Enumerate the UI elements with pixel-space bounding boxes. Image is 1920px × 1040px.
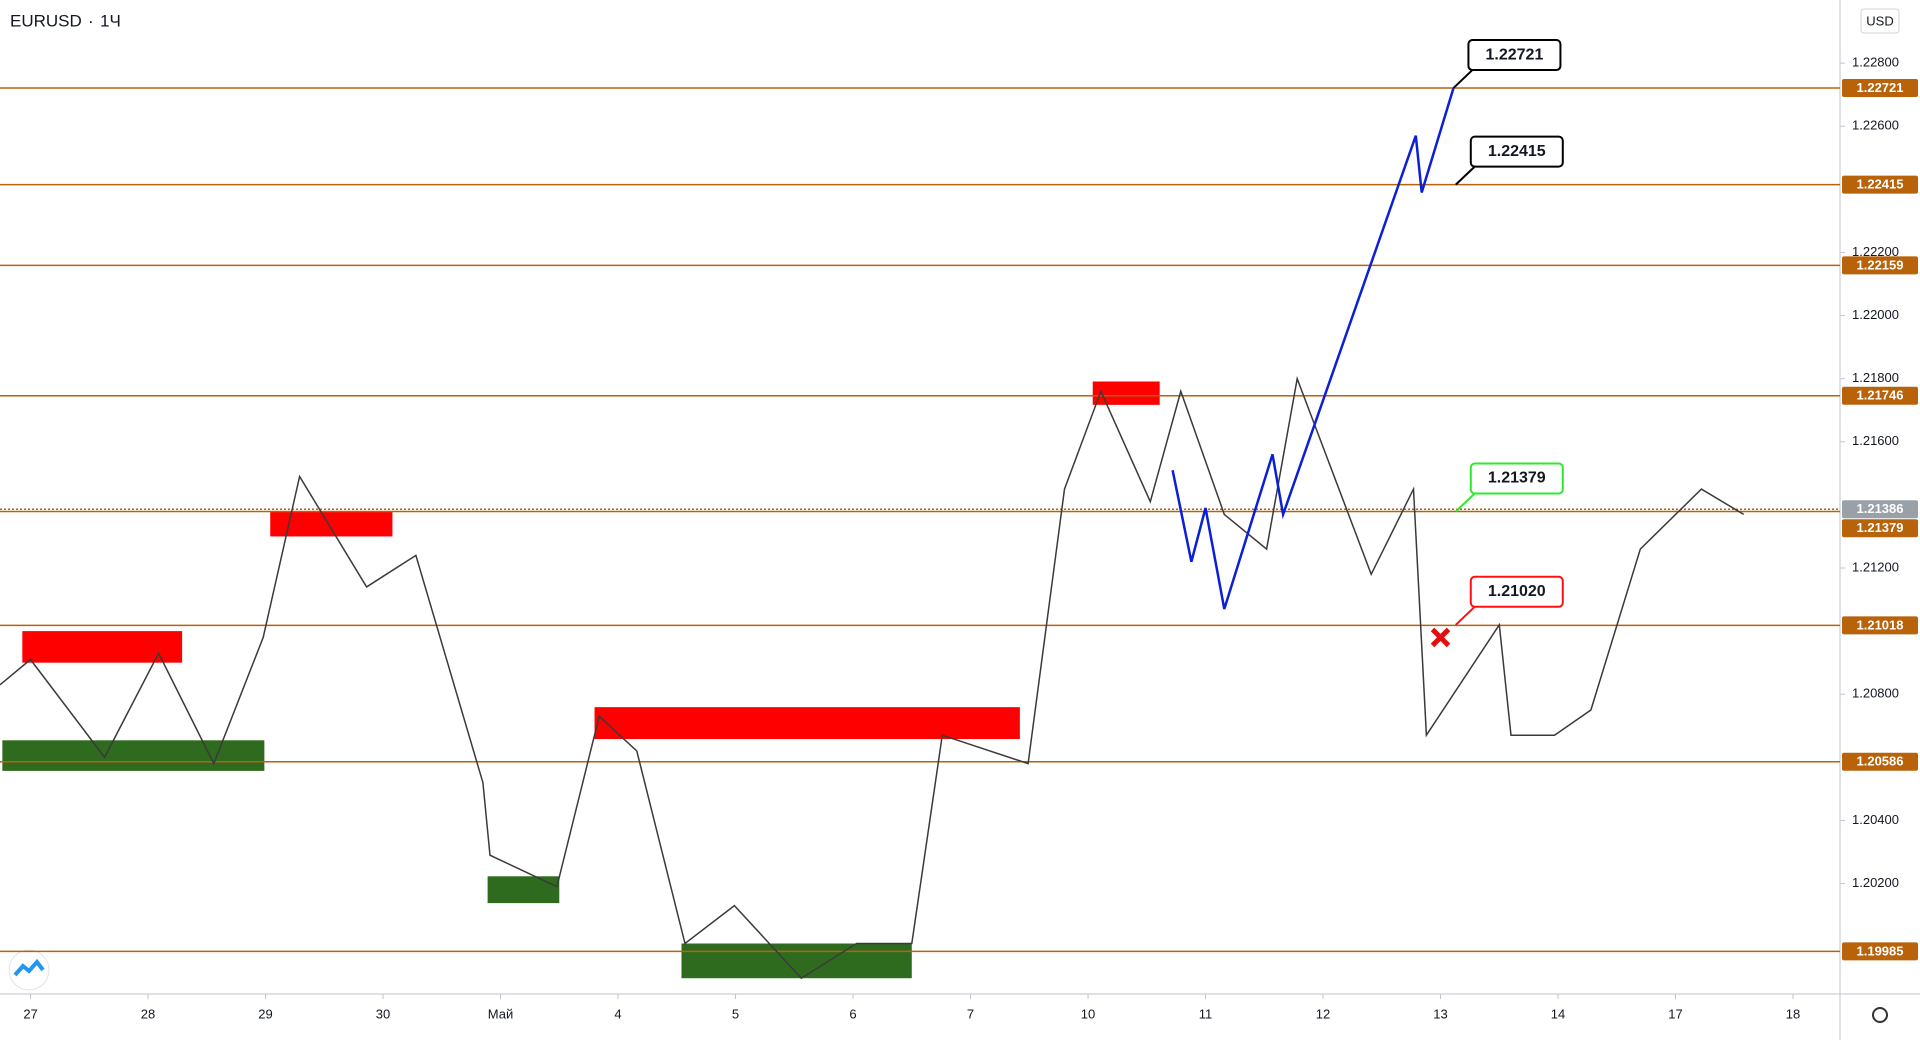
current-price-box <box>1842 500 1918 519</box>
zone <box>594 707 1020 740</box>
callout-box <box>1469 462 1564 495</box>
level-box <box>1842 175 1918 194</box>
level-label: 1.21018 <box>1857 617 1904 632</box>
currency[interactable]: USD <box>1866 13 1893 28</box>
level-label: 1.21746 <box>1857 388 1904 403</box>
gear[interactable] <box>1872 1007 1888 1023</box>
x-tick-label: 29 <box>258 1006 272 1021</box>
level-label: 1.22159 <box>1857 257 1904 272</box>
level-box <box>1842 79 1918 98</box>
y-tick-label: 1.20400 <box>1852 812 1899 827</box>
symbol: EURUSD <box>10 11 82 30</box>
callout-label: 1.22721 <box>1486 46 1544 63</box>
y-tick-label: 1.22000 <box>1852 307 1899 322</box>
callout-box <box>1469 575 1564 608</box>
callout-pointer <box>1455 604 1478 626</box>
y-tick-label: 1.21800 <box>1852 370 1899 385</box>
projection-line <box>1171 88 1455 610</box>
x-tick-label: 13 <box>1433 1006 1447 1021</box>
x-tick-label: 30 <box>376 1006 390 1021</box>
callout-label: 1.21020 <box>1488 583 1546 600</box>
interval: 1Ч <box>100 11 121 30</box>
x-tick-label: 27 <box>23 1006 37 1021</box>
x-tick-label: 28 <box>141 1006 155 1021</box>
price-line <box>0 375 1745 980</box>
x-tick-label: 10 <box>1081 1006 1095 1021</box>
level-box <box>1842 752 1918 771</box>
x-tick-label: Май <box>488 1006 513 1021</box>
level-label: 1.21379 <box>1857 520 1904 535</box>
level-label: 1.22721 <box>1857 80 1904 95</box>
y-tick-label: 1.22200 <box>1852 244 1899 259</box>
y-tick-label: 1.20200 <box>1852 875 1899 890</box>
currency-button[interactable] <box>1860 8 1900 34</box>
stop-marker <box>1430 627 1451 648</box>
y-tick-label: 1.21200 <box>1852 559 1899 574</box>
x-tick-label: 14 <box>1551 1006 1565 1021</box>
callout-pointer <box>1455 490 1478 513</box>
y-tick-label: 1.21600 <box>1852 433 1899 448</box>
callout-box <box>1469 135 1564 168</box>
level-box <box>1842 386 1918 405</box>
zone <box>2 740 265 771</box>
separator: · <box>88 11 94 30</box>
y-tick-label: 1.20800 <box>1852 686 1899 701</box>
callout-pointer <box>1455 163 1478 186</box>
level-box <box>1842 519 1918 538</box>
level-label: 1.22415 <box>1857 177 1904 192</box>
callout-box <box>1467 39 1562 72</box>
level-box <box>1842 256 1918 275</box>
zone <box>487 876 560 904</box>
y-tick-label: 1.22800 <box>1852 55 1899 70</box>
settings-icon[interactable] <box>1872 1007 1888 1023</box>
level-box <box>1842 616 1918 635</box>
current-price-label: 1.21386 <box>1857 501 1904 516</box>
y-tick-label: 1.22600 <box>1852 118 1899 133</box>
zone <box>22 631 183 663</box>
level-label: 1.19985 <box>1857 943 1904 958</box>
x-tick-label: 11 <box>1199 1006 1213 1021</box>
level-box <box>1842 942 1918 961</box>
logo[interactable] <box>8 949 50 991</box>
x-tick-label: 5 <box>732 1006 739 1021</box>
level-label: 1.20586 <box>1857 754 1904 769</box>
zone <box>1092 381 1160 405</box>
callout-label: 1.22415 <box>1488 143 1546 160</box>
x-tick-label: 12 <box>1316 1006 1330 1021</box>
x-tick-label: 17 <box>1668 1006 1682 1021</box>
x-tick-label: 4 <box>614 1006 621 1021</box>
header: EURUSD · 1Ч <box>10 11 121 30</box>
x-tick-label: 18 <box>1786 1006 1800 1021</box>
logo-mark[interactable] <box>13 958 45 977</box>
x-tick-label: 7 <box>967 1006 974 1021</box>
x-tick-label: 6 <box>849 1006 856 1021</box>
callout-label: 1.21379 <box>1488 470 1546 487</box>
callout-pointer <box>1452 67 1476 89</box>
